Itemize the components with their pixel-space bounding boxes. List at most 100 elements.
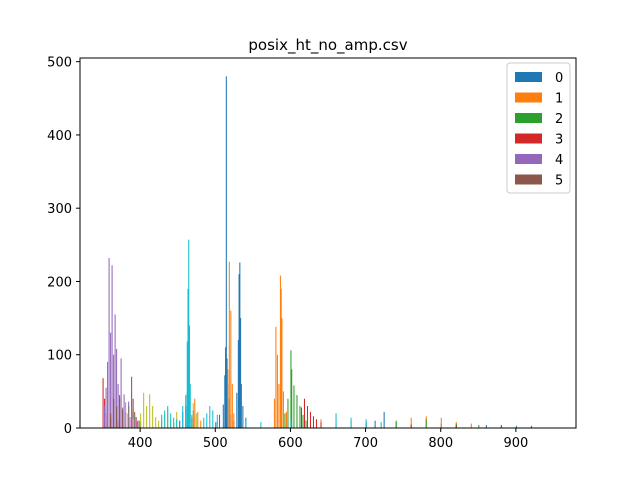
bar-series-0: [515, 425, 517, 428]
y-tick-label: 100: [47, 349, 72, 364]
bar-series-4: [116, 348, 118, 428]
legend-swatch: [515, 133, 542, 144]
bar-series-6: [127, 413, 129, 428]
bar-series-5: [122, 409, 124, 428]
legend-entry-label: 2: [555, 112, 563, 127]
bar-series-4: [104, 406, 106, 428]
x-tick-label: 400: [128, 436, 153, 451]
legend-entry-label: 0: [555, 71, 563, 86]
bar-series-0: [225, 76, 227, 428]
bar-series-9: [167, 406, 169, 428]
bar-series-6: [132, 419, 134, 428]
bar-series-9: [188, 325, 191, 428]
bar-series-3: [530, 425, 532, 428]
bar-series-9: [164, 410, 166, 428]
bar-series-5: [110, 413, 112, 428]
bar-series-0: [219, 414, 221, 428]
x-tick-label: 500: [203, 436, 228, 451]
bar-series-7: [134, 414, 136, 428]
bar-series-4: [105, 387, 107, 428]
bar-series-9: [187, 288, 189, 428]
legend-swatch: [515, 113, 542, 123]
bar-series-4: [108, 258, 110, 428]
bar-series-3: [102, 378, 104, 428]
legend-entry-label: 1: [555, 92, 563, 107]
legend-entry-label: 5: [555, 174, 563, 189]
bar-series-1: [280, 288, 282, 428]
bar-series-8: [158, 420, 160, 428]
bar-series-0: [239, 262, 241, 428]
bar-series-9: [380, 422, 382, 428]
bar-series-5: [119, 395, 121, 428]
bar-series-3: [315, 419, 318, 428]
bar-series-6: [129, 417, 131, 428]
bar-series-1: [282, 391, 284, 428]
bar-series-8: [149, 394, 151, 428]
bar-series-2: [299, 406, 301, 428]
x-tick-label: 900: [503, 436, 528, 451]
y-tick-label: 0: [64, 422, 72, 437]
bar-series-2: [290, 350, 292, 428]
bar-series-4: [107, 362, 109, 428]
bar-series-9: [186, 341, 188, 428]
y-tick-label: 400: [47, 129, 72, 144]
bar-series-3: [500, 425, 502, 428]
x-tick-label: 700: [353, 436, 378, 451]
bar-series-5: [132, 398, 134, 428]
bar-series-7: [137, 420, 139, 428]
bar-series-2: [284, 413, 286, 428]
bar-series-1: [278, 384, 280, 428]
bar-series-3: [410, 424, 412, 428]
bar-series-3: [312, 416, 315, 428]
y-tick-label: 500: [47, 56, 72, 71]
bar-series-0: [226, 358, 228, 428]
bar-series-0: [222, 404, 224, 428]
plot-frame: [79, 57, 577, 429]
bar-series-5: [131, 376, 133, 428]
bar-series-9: [290, 420, 292, 428]
legend-swatch: [515, 174, 542, 185]
bar-series-1: [200, 420, 202, 428]
bar-series-9: [182, 406, 184, 428]
bar-series-9: [170, 413, 172, 428]
bar-series-0: [236, 392, 238, 428]
bar-series-9: [206, 413, 208, 428]
bar-series-6: [125, 402, 127, 428]
bar-series-4: [120, 358, 122, 428]
bar-series-0: [238, 274, 240, 428]
bar-series-0: [224, 375, 226, 428]
bar-series-4: [123, 394, 125, 428]
bar-series-1: [275, 326, 277, 428]
x-tick-label: 600: [278, 436, 303, 451]
bar-series-1: [197, 411, 199, 428]
bar-series-1: [228, 261, 230, 428]
x-tick-label: 800: [428, 436, 453, 451]
bar-series-2: [293, 385, 295, 428]
bar-series-3: [309, 411, 312, 428]
bar-series-6: [136, 422, 138, 428]
bar-series-9: [203, 417, 205, 428]
bar-series-2: [291, 369, 293, 428]
bar-series-2: [287, 398, 289, 428]
y-axis: 0 100 200 300 400 500: [47, 56, 80, 437]
bar-series-9: [245, 420, 247, 428]
bar-series-1: [276, 354, 278, 428]
bar-series-9: [335, 413, 337, 428]
bar-series-9: [176, 419, 178, 428]
bar-series-0: [374, 420, 376, 428]
bar-series-0: [242, 406, 244, 428]
bar-series-3: [303, 398, 305, 428]
bar-series-5: [116, 406, 118, 428]
bar-series-4: [114, 314, 116, 428]
bar-series-1: [194, 398, 196, 428]
bar-series-9: [189, 384, 191, 428]
bar-series-8: [143, 392, 145, 428]
bar-series-9: [192, 410, 194, 428]
bar-series-3: [306, 406, 309, 428]
legend-swatch: [515, 92, 542, 103]
bar-series-7: [128, 406, 130, 428]
bar-series-0: [215, 422, 217, 428]
bar-series-1: [281, 318, 283, 428]
bar-series-1: [191, 414, 193, 428]
